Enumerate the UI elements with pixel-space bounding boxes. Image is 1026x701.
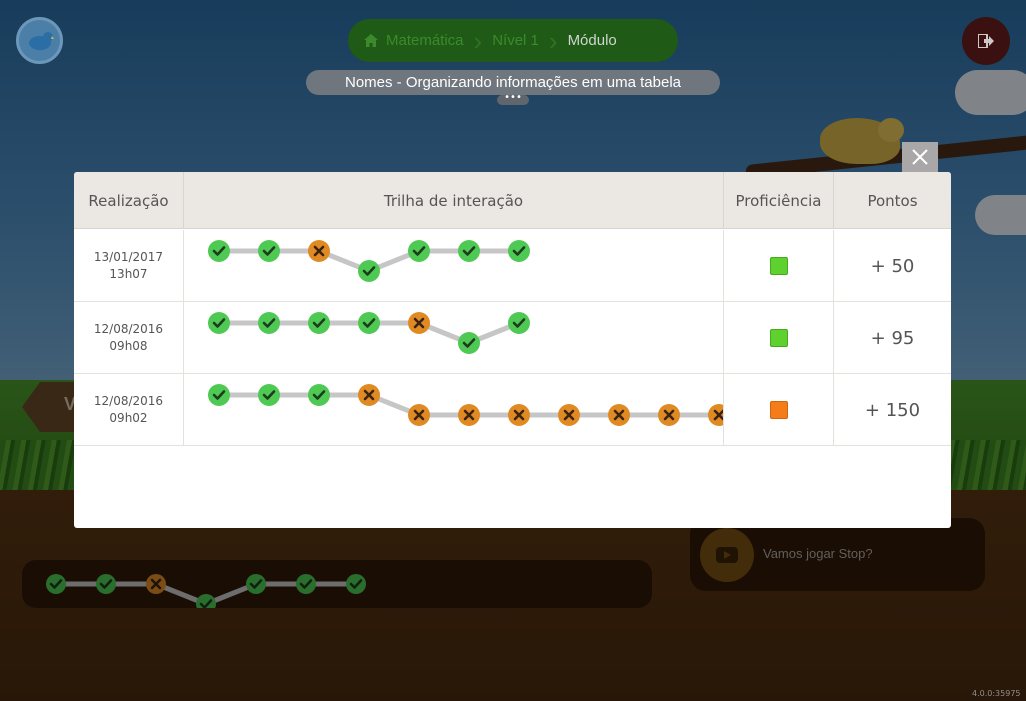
check-icon <box>258 384 280 406</box>
breadcrumb-item-nivel[interactable]: Nível 1 <box>492 32 539 49</box>
avatar[interactable] <box>16 17 63 64</box>
check-icon <box>258 240 280 262</box>
check-icon <box>208 240 230 262</box>
module-trail-panel <box>22 560 652 608</box>
exit-button[interactable] <box>962 17 1010 65</box>
date-text: 12/08/2016 <box>93 394 164 408</box>
close-modal-button[interactable] <box>902 142 938 172</box>
time-text: 13h07 <box>109 267 148 281</box>
column-header-realizacao: Realização <box>74 172 184 229</box>
cloud <box>955 70 1026 115</box>
wrong-icon <box>458 404 480 426</box>
proficiency-cell <box>724 230 834 302</box>
check-icon <box>308 384 330 406</box>
wrong-icon <box>146 574 166 594</box>
check-icon <box>46 574 66 594</box>
check-icon <box>346 574 366 594</box>
interaction-trail <box>208 312 530 354</box>
date-cell: 12/08/2016 09h08 <box>74 302 184 374</box>
wrong-icon <box>708 404 723 426</box>
proficiency-cell <box>724 302 834 374</box>
check-icon <box>408 240 430 262</box>
column-header-pontos: Pontos <box>867 191 918 210</box>
date-text: 12/08/2016 <box>93 322 164 336</box>
column-header-proficiencia: Proficiência <box>724 172 834 229</box>
proficiency-indicator <box>769 257 788 275</box>
table-row: 12/08/2016 09h02 + 150 <box>74 374 951 446</box>
points-cell: + 150 <box>864 399 921 421</box>
module-title: Nomes - Organizando informações em uma t… <box>306 70 720 95</box>
more-dots-button[interactable]: ••• <box>497 93 529 105</box>
wrong-icon <box>408 404 430 426</box>
chevron-right-icon: › <box>473 25 483 56</box>
date-cell: 12/08/2016 09h02 <box>74 374 184 446</box>
trail-cell <box>184 230 724 302</box>
module-trail <box>46 574 366 608</box>
video-label: Vamos jogar Stop? <box>763 546 873 561</box>
check-icon <box>246 574 266 594</box>
table-row: 13/01/2017 13h07 + 50 <box>74 230 951 302</box>
check-icon <box>308 312 330 334</box>
chevron-right-icon: › <box>548 25 558 56</box>
breadcrumb-label: Nível 1 <box>492 32 539 49</box>
check-icon <box>358 260 380 282</box>
bird-head <box>878 118 904 142</box>
breadcrumb-label: Matemática <box>386 32 464 49</box>
wrong-icon <box>508 404 530 426</box>
check-icon <box>196 594 216 608</box>
wrong-icon <box>658 404 680 426</box>
close-icon <box>912 149 928 165</box>
bird-avatar-icon <box>28 31 54 50</box>
time-text: 09h08 <box>109 339 148 353</box>
wrong-icon <box>358 384 380 406</box>
points-cell: + 50 <box>870 255 915 277</box>
cloud <box>975 195 1026 235</box>
home-icon <box>364 34 378 47</box>
check-icon <box>458 240 480 262</box>
breadcrumb-current: Módulo <box>567 32 617 49</box>
proficiency-indicator <box>769 329 788 347</box>
trail-cell <box>184 374 724 446</box>
check-icon <box>208 312 230 334</box>
youtube-icon <box>716 547 738 563</box>
interaction-trail <box>208 384 723 426</box>
wrong-icon <box>608 404 630 426</box>
table-row: 12/08/2016 09h08 + 95 <box>74 302 951 374</box>
points-cell: + 95 <box>870 327 915 349</box>
date-cell: 13/01/2017 13h07 <box>74 230 184 302</box>
breadcrumb-item-matematica[interactable]: Matemática <box>364 32 464 49</box>
check-icon <box>508 240 530 262</box>
wrong-icon <box>308 240 330 262</box>
breadcrumb: Matemática › Nível 1 › Módulo <box>348 19 678 62</box>
wrong-icon <box>558 404 580 426</box>
proficiency-cell <box>724 374 834 446</box>
proficiency-indicator <box>769 401 788 419</box>
wrong-icon <box>408 312 430 334</box>
version-label: 4.0.0:35975 <box>972 689 1021 698</box>
table-header: Realização Trilha de interação Proficiên… <box>74 172 951 229</box>
column-header-trilha: Trilha de interação <box>184 172 724 229</box>
check-icon <box>258 312 280 334</box>
play-video-button[interactable] <box>700 528 754 582</box>
check-icon <box>96 574 116 594</box>
check-icon <box>208 384 230 406</box>
check-icon <box>458 332 480 354</box>
check-icon <box>508 312 530 334</box>
check-icon <box>296 574 316 594</box>
signpost-label: V <box>64 394 77 414</box>
exit-icon <box>978 34 994 48</box>
date-text: 13/01/2017 <box>93 250 164 264</box>
trail-cell <box>184 302 724 374</box>
history-modal: Realização Trilha de interação Proficiên… <box>74 172 951 528</box>
interaction-trail <box>208 240 530 282</box>
time-text: 09h02 <box>109 411 148 425</box>
check-icon <box>358 312 380 334</box>
